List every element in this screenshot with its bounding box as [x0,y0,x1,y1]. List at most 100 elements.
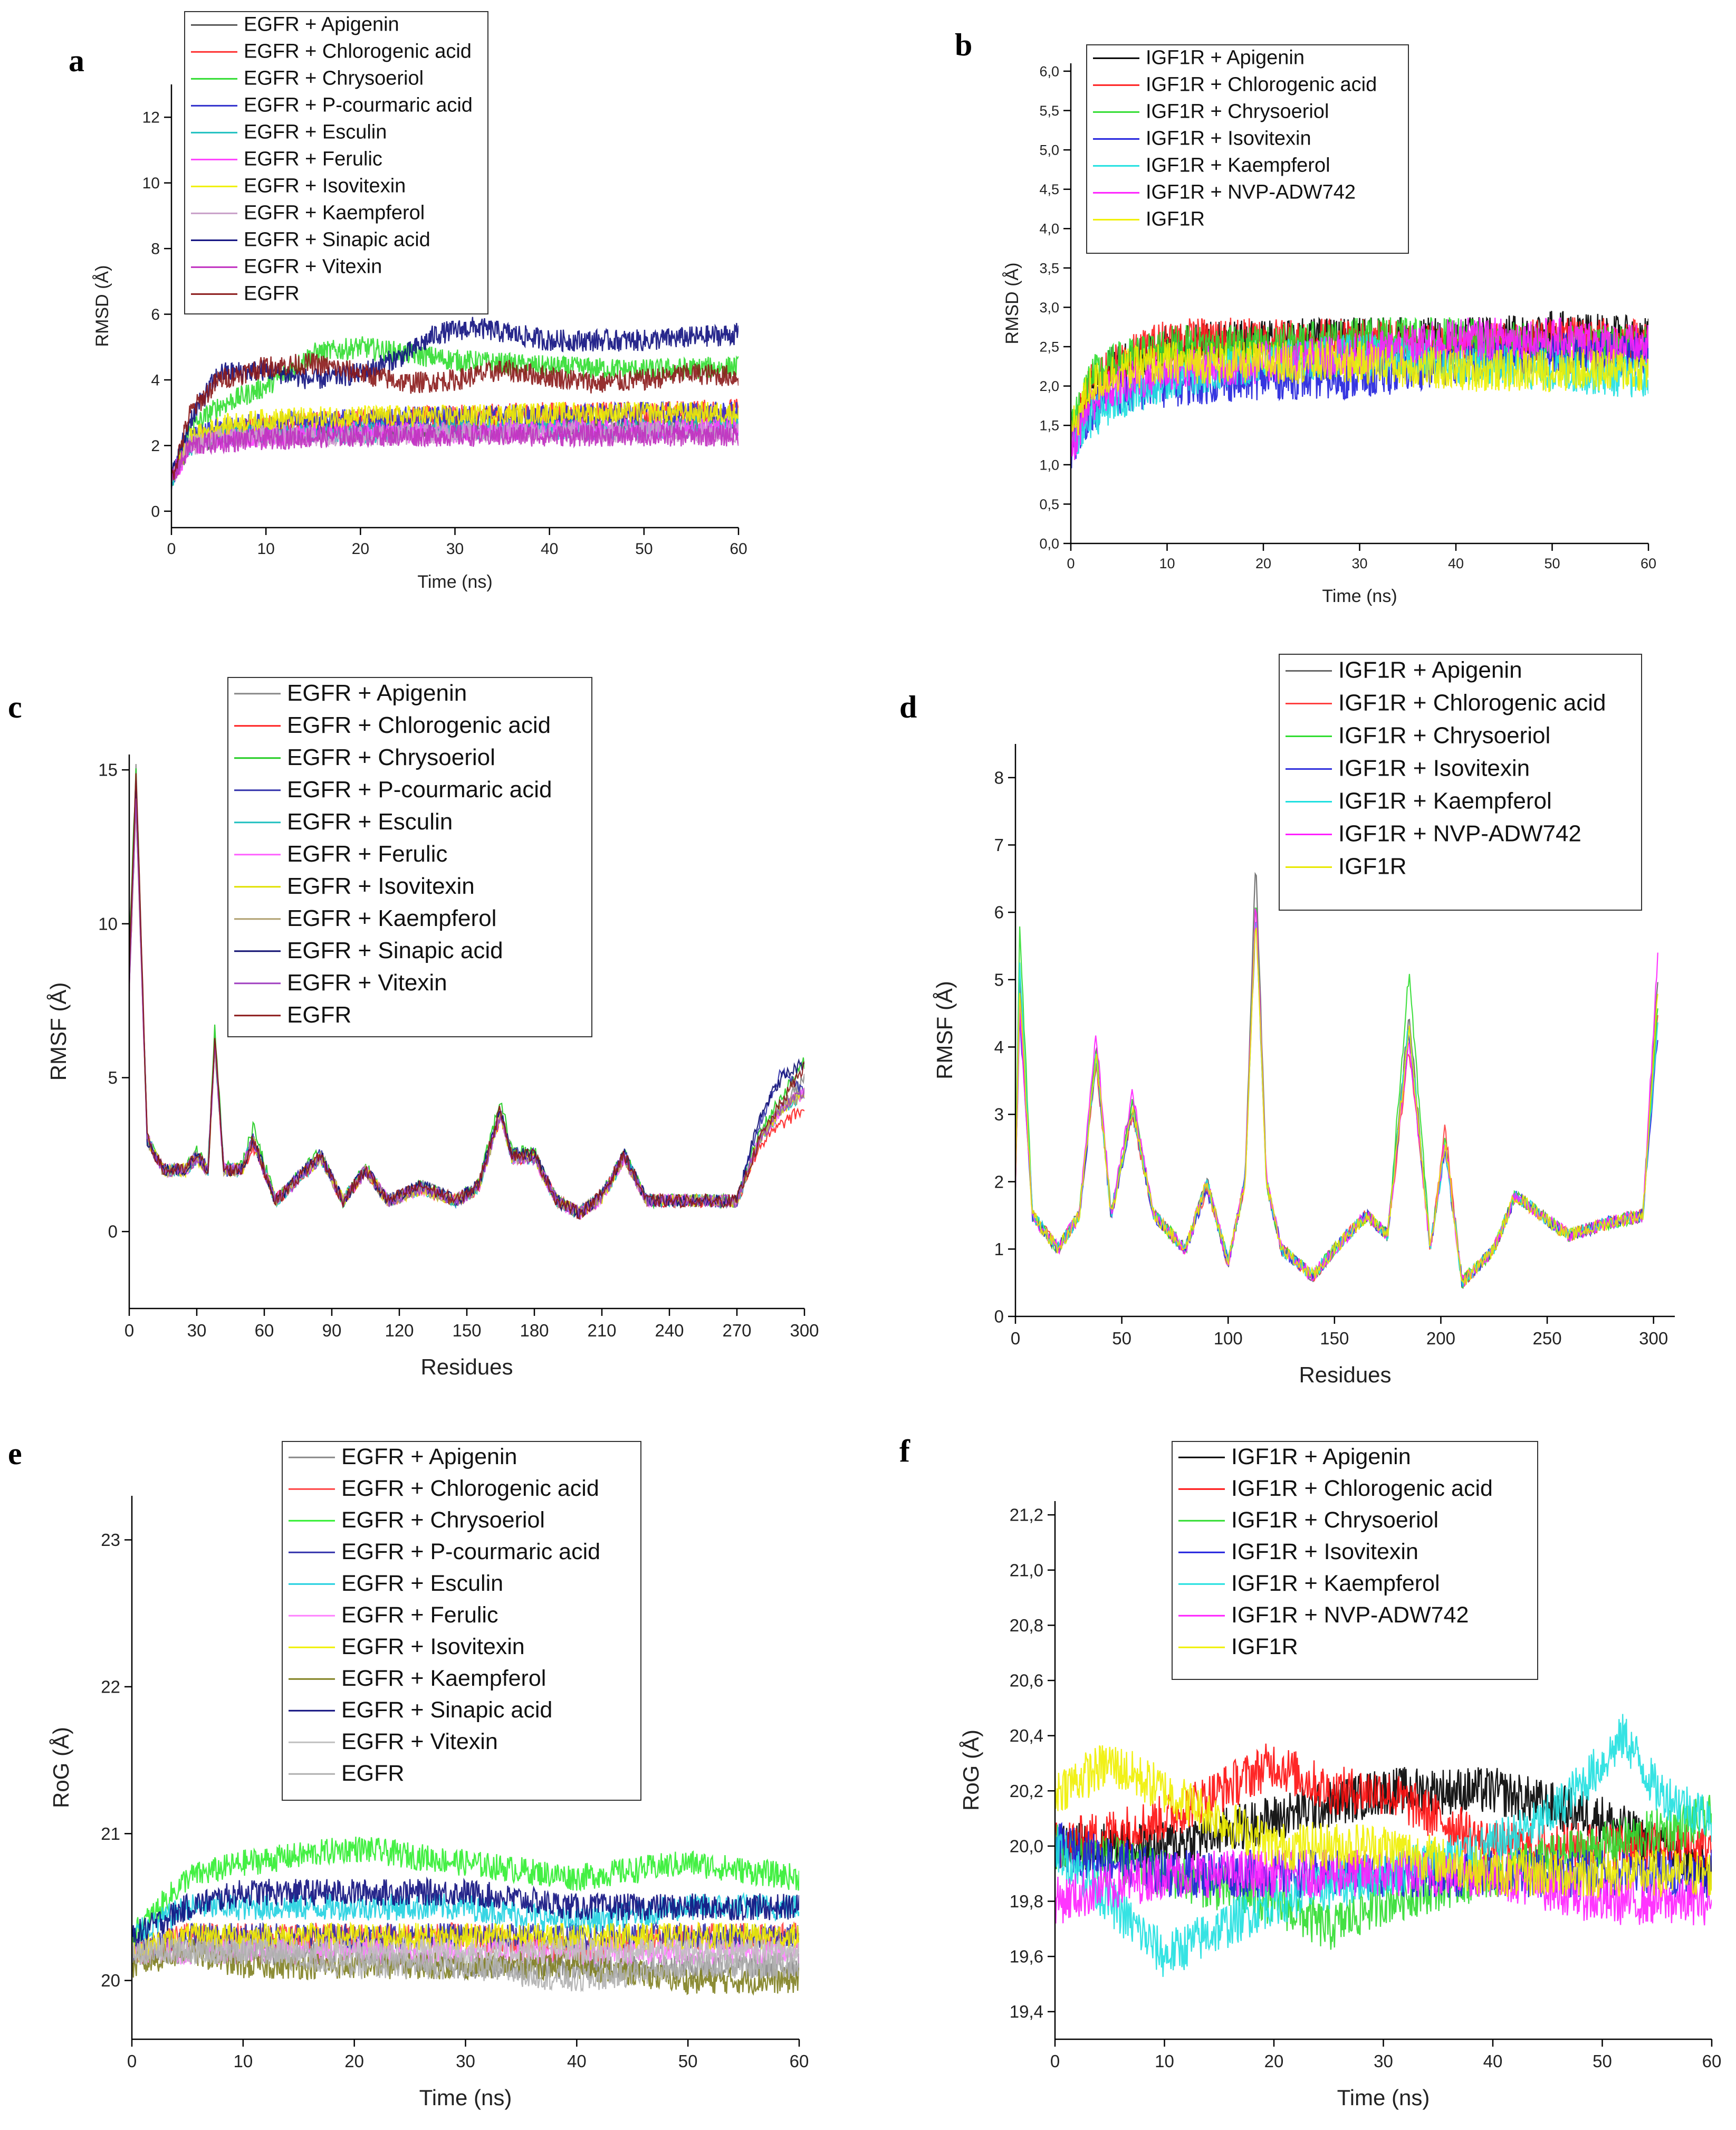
x-tick-label-e-0: 0 [127,2051,137,2071]
legend-a: EGFR + Apigenin EGFR + Chlorogenic acid EG… [184,11,488,314]
legend-label-e-7: EGFR + Kaempferol [341,1666,546,1691]
x-tick-label-a-5: 50 [635,540,653,558]
chart-panel-e: e 0 10 20 30 40 50 60 20 21 22 23 Time (ns) RoG (Å) EG… [8,1436,809,2110]
legend-label-e-1: EGFR + Chlorogenic acid [341,1476,599,1501]
y-tick-label-b-6: 3,0 [1039,300,1059,316]
y-axis-label-f: RoG (Å) [958,1730,983,1811]
legend-label-d-5: IGF1R + NVP-ADW742 [1338,821,1581,847]
series-line-f-5 [1055,1849,1712,1926]
legend-label-e-10: EGFR [341,1761,404,1786]
legend-label-e-8: EGFR + Sinapic acid [341,1697,552,1723]
x-tick-label-f-2: 20 [1264,2051,1284,2071]
y-tick-label-f-5: 20,4 [1010,1726,1043,1745]
y-tick-label-b-0: 0,0 [1039,536,1059,551]
legend-label-c-6: EGFR + Isovitexin [287,873,475,899]
series-line-b-6 [1071,340,1648,444]
x-tick-label-c-5: 150 [452,1321,481,1340]
legend-label-c-2: EGFR + Chrysoeriol [287,744,495,770]
x-tick-label-f-3: 30 [1374,2051,1393,2071]
chart-panel-d: d 0 50 100 150 200 250 300 0 1 2 3 4 5 6 7 8 Residues RMSF… [899,654,1675,1387]
legend-label-d-1: IGF1R + Chlorogenic acid [1338,690,1606,716]
legend-label-c-3: EGFR + P-courmaric acid [287,777,552,803]
legend-label-b-1: IGF1R + Chlorogenic acid [1146,74,1377,96]
x-tick-label-d-2: 100 [1214,1329,1243,1348]
legend-label-e-4: EGFR + Esculin [341,1571,503,1596]
x-tick-label-a-0: 0 [167,540,176,558]
y-tick-label-c-0: 0 [108,1222,118,1241]
series-group-a [171,317,738,490]
x-tick-label-a-1: 10 [257,540,274,558]
legend-label-b-2: IGF1R + Chrysoeriol [1146,101,1329,123]
legend-label-b-6: IGF1R [1146,208,1205,231]
x-tick-label-c-1: 30 [187,1321,207,1340]
y-tick-label-b-5: 2,5 [1039,339,1059,355]
legend-label-c-5: EGFR + Ferulic [287,841,447,867]
x-tick-label-b-3: 30 [1351,556,1367,571]
legend-label-a-7: EGFR + Kaempferol [244,202,425,224]
y-tick-label-d-7: 7 [994,835,1004,855]
x-tick-label-b-4: 40 [1448,556,1464,571]
y-tick-label-e-3: 23 [101,1530,120,1550]
series-line-d-6 [1015,928,1658,1285]
panel-letter-a: a [69,43,84,78]
series-group-c [129,763,804,1220]
legend-label-a-2: EGFR + Chrysoeriol [244,68,424,90]
legend-label-b-0: IGF1R + Apigenin [1146,47,1305,69]
y-tick-label-a-5: 10 [142,175,160,192]
x-tick-label-f-4: 40 [1483,2051,1503,2071]
y-tick-label-b-12: 6,0 [1039,63,1059,79]
y-tick-label-d-1: 1 [994,1239,1004,1259]
legend-label-a-6: EGFR + Isovitexin [244,175,406,197]
legend-label-f-4: IGF1R + Kaempferol [1231,1571,1440,1596]
y-tick-label-f-3: 20,0 [1010,1836,1043,1856]
x-tick-label-b-0: 0 [1067,556,1075,571]
legend-label-f-3: IGF1R + Isovitexin [1231,1539,1418,1564]
legend-label-a-10: EGFR [244,283,300,305]
legend-box-e [282,1441,641,1801]
legend-label-d-3: IGF1R + Isovitexin [1338,756,1530,781]
y-tick-label-d-2: 2 [994,1172,1004,1191]
legend-box-f [1172,1441,1538,1680]
chart-panel-a: a 0 10 20 30 40 50 60 0 2 4 6 8 10 12 Time (ns) RMSD (Å)… [69,11,747,592]
y-tick-label-e-2: 22 [101,1677,120,1696]
x-tick-label-d-6: 300 [1639,1329,1668,1348]
x-tick-label-b-6: 60 [1641,556,1656,571]
legend-label-b-3: IGF1R + Isovitexin [1146,128,1311,150]
y-tick-label-b-3: 1,5 [1039,418,1059,434]
legend-label-f-6: IGF1R [1231,1634,1298,1659]
legend-label-f-2: IGF1R + Chrysoeriol [1231,1507,1438,1533]
x-tick-label-e-6: 60 [790,2051,809,2071]
legend-label-d-0: IGF1R + Apigenin [1338,657,1522,683]
y-tick-label-c-1: 5 [108,1068,118,1087]
y-tick-label-b-1: 0,5 [1039,496,1059,512]
legend-label-d-4: IGF1R + Kaempferol [1338,788,1552,814]
series-line-f-3 [1055,1822,1712,1900]
legend-label-c-0: EGFR + Apigenin [287,680,467,706]
legend-label-a-1: EGFR + Chlorogenic acid [244,41,472,63]
series-line-a-2 [171,336,738,486]
y-tick-label-f-0: 19,4 [1010,2002,1043,2021]
legend-d: IGF1R + Apigenin IGF1R + Chlorogenic acid… [1279,654,1642,911]
y-tick-label-d-8: 8 [994,768,1004,787]
y-tick-label-f-8: 21,0 [1010,1560,1043,1580]
series-line-a-8 [171,317,738,480]
x-tick-label-d-5: 250 [1533,1329,1562,1348]
y-tick-label-c-3: 15 [98,760,118,780]
y-axis-label-b: RMSD (Å) [1002,263,1022,345]
x-tick-label-c-10: 300 [790,1321,819,1340]
x-axis-label-f: Time (ns) [1337,2085,1430,2110]
y-tick-label-d-3: 3 [994,1105,1004,1124]
series-line-e-2 [132,1836,799,1946]
series-line-d-4 [1015,922,1658,1287]
legend-box-c [227,677,592,1037]
legend-label-c-8: EGFR + Sinapic acid [287,938,503,963]
x-tick-label-e-5: 50 [678,2051,698,2071]
legend-label-e-3: EGFR + P-courmaric acid [341,1539,600,1564]
y-tick-label-b-2: 1,0 [1039,457,1059,473]
x-tick-label-e-1: 10 [233,2051,253,2071]
y-tick-label-d-6: 6 [994,903,1004,922]
x-axis-label-b: Time (ns) [1322,586,1397,606]
x-tick-label-f-0: 0 [1050,2051,1060,2071]
legend-label-e-9: EGFR + Vitexin [341,1729,498,1754]
legend-label-a-8: EGFR + Sinapic acid [244,229,430,251]
